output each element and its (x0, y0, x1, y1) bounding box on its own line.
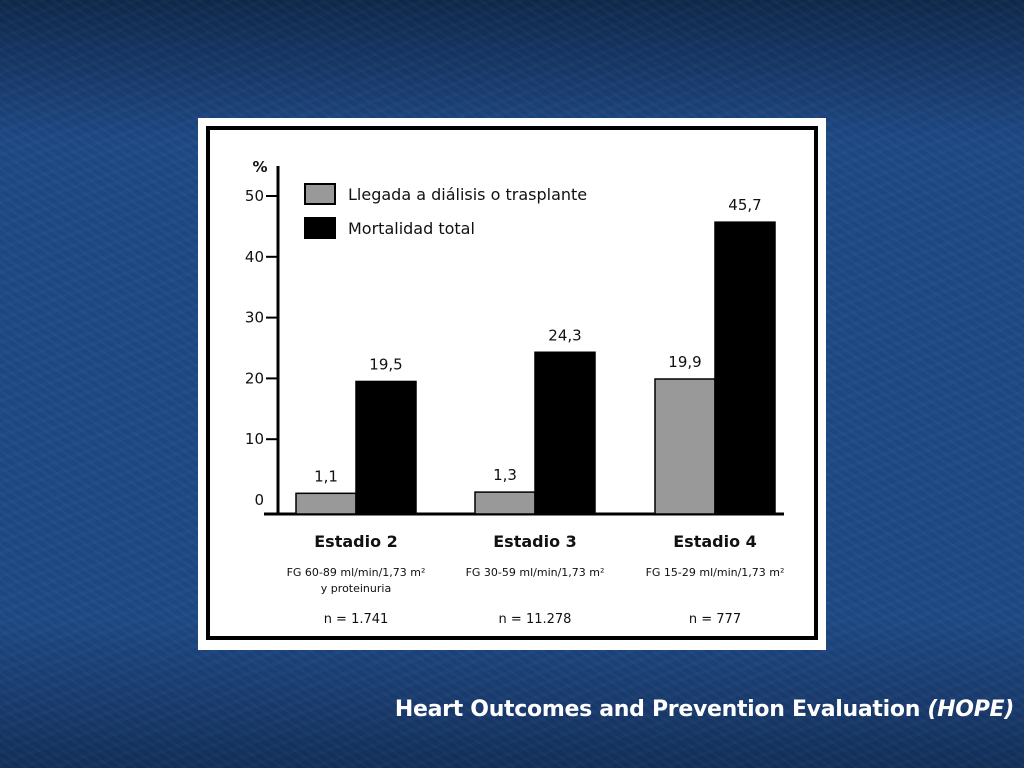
legend-swatch (304, 217, 336, 239)
bar-value-label: 24,3 (548, 326, 581, 344)
bar-mortalidad (714, 221, 776, 515)
bar-chart: % 0 10 20 30 40 50 1,1 1,3 19,9 19,5 24,3 45,7 Estad… (206, 126, 818, 640)
chart-figure: % 0 10 20 30 40 50 1,1 1,3 19,9 19,5 24,3 45,7 Estad… (198, 118, 826, 650)
bar-value-label: 1,3 (493, 466, 517, 484)
y-tick-label: 0 (254, 491, 264, 509)
y-tick-label: 10 (245, 430, 264, 448)
bar-mortalidad (355, 380, 417, 515)
bar-value-label: 19,9 (668, 353, 701, 371)
bar-dialisis (654, 378, 716, 515)
x-category-label: Estadio 2 (314, 532, 398, 551)
legend-label: Llegada a diálisis o trasplante (348, 185, 587, 204)
sample-size-label: n = 1.741 (324, 612, 389, 627)
x-category-label: Estadio 3 (493, 532, 577, 551)
y-tick-label: 40 (245, 248, 264, 266)
bar-mortalidad (534, 351, 596, 515)
sample-size-label: n = 777 (689, 612, 741, 627)
legend: Llegada a diálisis o trasplante Mortalida… (304, 183, 587, 239)
y-tick-label: 30 (245, 309, 264, 327)
x-category-label: Estadio 4 (673, 532, 757, 551)
legend-swatch (304, 183, 336, 205)
y-tick-label: 20 (245, 369, 264, 387)
x-category-detail: FG 15-29 ml/min/1,73 m² (646, 566, 785, 579)
bar-dialisis (295, 492, 357, 515)
caption-main: Heart Outcomes and Prevention Evaluation (394, 697, 921, 722)
labels: 1,1 1,3 19,9 19,5 24,3 45,7 Estadio 2 FG 60-89 … (287, 196, 785, 627)
y-axis-unit-label: % (252, 158, 267, 176)
x-category-detail: y proteinuria (321, 582, 391, 595)
x-category-detail: FG 30-59 ml/min/1,73 m² (466, 566, 605, 579)
x-category-detail: FG 60-89 ml/min/1,73 m² (287, 566, 426, 579)
sample-size-label: n = 11.278 (499, 612, 572, 627)
bar-dialisis (474, 491, 536, 515)
bars (295, 221, 776, 515)
legend-label: Mortalidad total (348, 219, 475, 238)
bar-value-label: 19,5 (369, 355, 402, 373)
bar-value-label: 1,1 (314, 467, 338, 485)
y-tick-label: 50 (245, 187, 264, 205)
slide-caption: Heart Outcomes and Prevention Evaluation… (395, 697, 1014, 722)
caption-abbreviation: (HOPE) (927, 697, 1014, 722)
bar-value-label: 45,7 (728, 196, 761, 214)
chart-frame (206, 126, 818, 640)
